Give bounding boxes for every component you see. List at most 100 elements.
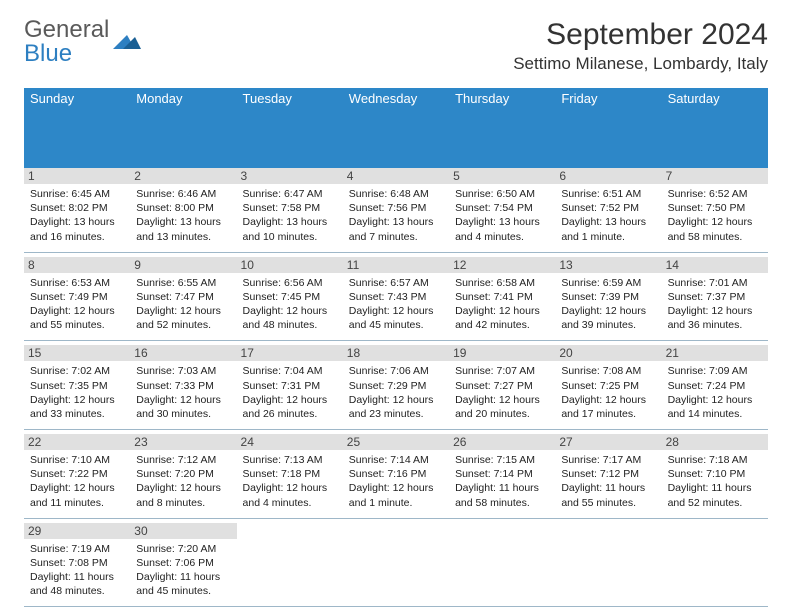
weekday-header: Wednesday bbox=[343, 88, 449, 168]
sunrise-text: Sunrise: 6:46 AM bbox=[136, 187, 230, 201]
header: General Blue September 2024 Settimo Mila… bbox=[24, 18, 768, 74]
calendar-cell: 9Sunrise: 6:55 AMSunset: 7:47 PMDaylight… bbox=[130, 257, 236, 341]
day-info: Sunrise: 7:18 AMSunset: 7:10 PMDaylight:… bbox=[668, 453, 762, 510]
sunset-text: Sunset: 7:56 PM bbox=[349, 201, 443, 215]
calendar-cell bbox=[662, 523, 768, 607]
sunset-text: Sunset: 7:25 PM bbox=[561, 379, 655, 393]
calendar-row: 1Sunrise: 6:45 AMSunset: 8:02 PMDaylight… bbox=[24, 168, 768, 253]
day-number: 7 bbox=[662, 168, 768, 184]
calendar-row: 29Sunrise: 7:19 AMSunset: 7:08 PMDayligh… bbox=[24, 523, 768, 608]
daylight-text: Daylight: 11 hours and 58 minutes. bbox=[455, 481, 549, 509]
day-info: Sunrise: 7:08 AMSunset: 7:25 PMDaylight:… bbox=[561, 364, 655, 421]
day-number: 17 bbox=[237, 345, 343, 361]
calendar-cell: 18Sunrise: 7:06 AMSunset: 7:29 PMDayligh… bbox=[343, 345, 449, 429]
calendar-cell: 4Sunrise: 6:48 AMSunset: 7:56 PMDaylight… bbox=[343, 168, 449, 252]
day-number: 18 bbox=[343, 345, 449, 361]
sunrise-text: Sunrise: 6:58 AM bbox=[455, 276, 549, 290]
weekday-header-row: Sunday Monday Tuesday Wednesday Thursday… bbox=[24, 88, 768, 168]
daylight-text: Daylight: 12 hours and 14 minutes. bbox=[668, 393, 762, 421]
location: Settimo Milanese, Lombardy, Italy bbox=[513, 54, 768, 74]
sunrise-text: Sunrise: 7:13 AM bbox=[243, 453, 337, 467]
logo-text: General Blue bbox=[24, 18, 109, 66]
sunset-text: Sunset: 7:35 PM bbox=[30, 379, 124, 393]
day-info: Sunrise: 6:57 AMSunset: 7:43 PMDaylight:… bbox=[349, 276, 443, 333]
sunrise-text: Sunrise: 6:45 AM bbox=[30, 187, 124, 201]
day-info: Sunrise: 7:01 AMSunset: 7:37 PMDaylight:… bbox=[668, 276, 762, 333]
day-number: 19 bbox=[449, 345, 555, 361]
sunrise-text: Sunrise: 7:10 AM bbox=[30, 453, 124, 467]
sunset-text: Sunset: 7:12 PM bbox=[561, 467, 655, 481]
sunset-text: Sunset: 7:29 PM bbox=[349, 379, 443, 393]
sunset-text: Sunset: 7:58 PM bbox=[243, 201, 337, 215]
calendar-cell: 29Sunrise: 7:19 AMSunset: 7:08 PMDayligh… bbox=[24, 523, 130, 607]
day-number: 30 bbox=[130, 523, 236, 539]
day-info: Sunrise: 6:53 AMSunset: 7:49 PMDaylight:… bbox=[30, 276, 124, 333]
sunrise-text: Sunrise: 6:56 AM bbox=[243, 276, 337, 290]
day-info: Sunrise: 6:51 AMSunset: 7:52 PMDaylight:… bbox=[561, 187, 655, 244]
sunset-text: Sunset: 7:16 PM bbox=[349, 467, 443, 481]
sunrise-text: Sunrise: 7:06 AM bbox=[349, 364, 443, 378]
calendar-cell: 23Sunrise: 7:12 AMSunset: 7:20 PMDayligh… bbox=[130, 434, 236, 518]
calendar: Sunday Monday Tuesday Wednesday Thursday… bbox=[24, 88, 768, 607]
daylight-text: Daylight: 13 hours and 7 minutes. bbox=[349, 215, 443, 243]
daylight-text: Daylight: 12 hours and 30 minutes. bbox=[136, 393, 230, 421]
daylight-text: Daylight: 12 hours and 36 minutes. bbox=[668, 304, 762, 332]
calendar-row: 8Sunrise: 6:53 AMSunset: 7:49 PMDaylight… bbox=[24, 257, 768, 342]
day-info: Sunrise: 7:20 AMSunset: 7:06 PMDaylight:… bbox=[136, 542, 230, 599]
daylight-text: Daylight: 12 hours and 45 minutes. bbox=[349, 304, 443, 332]
day-info: Sunrise: 6:56 AMSunset: 7:45 PMDaylight:… bbox=[243, 276, 337, 333]
daylight-text: Daylight: 11 hours and 55 minutes. bbox=[561, 481, 655, 509]
weekday-header: Friday bbox=[555, 88, 661, 168]
day-number: 6 bbox=[555, 168, 661, 184]
sunrise-text: Sunrise: 7:15 AM bbox=[455, 453, 549, 467]
day-info: Sunrise: 7:15 AMSunset: 7:14 PMDaylight:… bbox=[455, 453, 549, 510]
sunrise-text: Sunrise: 6:50 AM bbox=[455, 187, 549, 201]
daylight-text: Daylight: 12 hours and 11 minutes. bbox=[30, 481, 124, 509]
sunrise-text: Sunrise: 7:12 AM bbox=[136, 453, 230, 467]
day-info: Sunrise: 7:13 AMSunset: 7:18 PMDaylight:… bbox=[243, 453, 337, 510]
daylight-text: Daylight: 11 hours and 52 minutes. bbox=[668, 481, 762, 509]
sunset-text: Sunset: 7:47 PM bbox=[136, 290, 230, 304]
daylight-text: Daylight: 12 hours and 4 minutes. bbox=[243, 481, 337, 509]
sunrise-text: Sunrise: 7:17 AM bbox=[561, 453, 655, 467]
month-title: September 2024 bbox=[513, 18, 768, 52]
sunrise-text: Sunrise: 6:53 AM bbox=[30, 276, 124, 290]
sunset-text: Sunset: 7:31 PM bbox=[243, 379, 337, 393]
calendar-cell: 24Sunrise: 7:13 AMSunset: 7:18 PMDayligh… bbox=[237, 434, 343, 518]
day-number: 1 bbox=[24, 168, 130, 184]
calendar-cell: 30 Sunrise: 7:20 AMSunset: 7:06 PMDayligh… bbox=[130, 523, 236, 607]
calendar-cell: 3Sunrise: 6:47 AMSunset: 7:58 PMDaylight… bbox=[237, 168, 343, 252]
day-info: Sunrise: 7:04 AMSunset: 7:31 PMDaylight:… bbox=[243, 364, 337, 421]
title-block: September 2024 Settimo Milanese, Lombard… bbox=[513, 18, 768, 74]
calendar-cell: 15Sunrise: 7:02 AMSunset: 7:35 PMDayligh… bbox=[24, 345, 130, 429]
daylight-text: Daylight: 11 hours and 45 minutes. bbox=[136, 570, 230, 598]
sunrise-text: Sunrise: 7:08 AM bbox=[561, 364, 655, 378]
daylight-text: Daylight: 12 hours and 33 minutes. bbox=[30, 393, 124, 421]
daylight-text: Daylight: 13 hours and 10 minutes. bbox=[243, 215, 337, 243]
sunrise-text: Sunrise: 7:04 AM bbox=[243, 364, 337, 378]
calendar-cell: 14Sunrise: 7:01 AMSunset: 7:37 PMDayligh… bbox=[662, 257, 768, 341]
sunset-text: Sunset: 7:50 PM bbox=[668, 201, 762, 215]
day-info: Sunrise: 6:48 AMSunset: 7:56 PMDaylight:… bbox=[349, 187, 443, 244]
day-number: 12 bbox=[449, 257, 555, 273]
sunrise-text: Sunrise: 7:03 AM bbox=[136, 364, 230, 378]
calendar-cell: 20Sunrise: 7:08 AMSunset: 7:25 PMDayligh… bbox=[555, 345, 661, 429]
daylight-text: Daylight: 12 hours and 1 minute. bbox=[349, 481, 443, 509]
calendar-row: 15Sunrise: 7:02 AMSunset: 7:35 PMDayligh… bbox=[24, 345, 768, 430]
calendar-cell: 19 Sunrise: 7:07 AMSunset: 7:27 PMDayligh… bbox=[449, 345, 555, 429]
sunrise-text: Sunrise: 7:02 AM bbox=[30, 364, 124, 378]
sunset-text: Sunset: 7:27 PM bbox=[455, 379, 549, 393]
day-info: Sunrise: 7:19 AMSunset: 7:08 PMDaylight:… bbox=[30, 542, 124, 599]
sunset-text: Sunset: 7:41 PM bbox=[455, 290, 549, 304]
calendar-cell bbox=[555, 523, 661, 607]
calendar-cell: 25Sunrise: 7:14 AMSunset: 7:16 PMDayligh… bbox=[343, 434, 449, 518]
calendar-cell: 21Sunrise: 7:09 AMSunset: 7:24 PMDayligh… bbox=[662, 345, 768, 429]
calendar-row: 22Sunrise: 7:10 AMSunset: 7:22 PMDayligh… bbox=[24, 434, 768, 519]
day-number: 27 bbox=[555, 434, 661, 450]
day-number: 9 bbox=[130, 257, 236, 273]
day-info: Sunrise: 7:07 AMSunset: 7:27 PMDaylight:… bbox=[455, 364, 549, 421]
sunset-text: Sunset: 7:52 PM bbox=[561, 201, 655, 215]
daylight-text: Daylight: 13 hours and 1 minute. bbox=[561, 215, 655, 243]
sunrise-text: Sunrise: 6:55 AM bbox=[136, 276, 230, 290]
day-info: Sunrise: 6:47 AMSunset: 7:58 PMDaylight:… bbox=[243, 187, 337, 244]
